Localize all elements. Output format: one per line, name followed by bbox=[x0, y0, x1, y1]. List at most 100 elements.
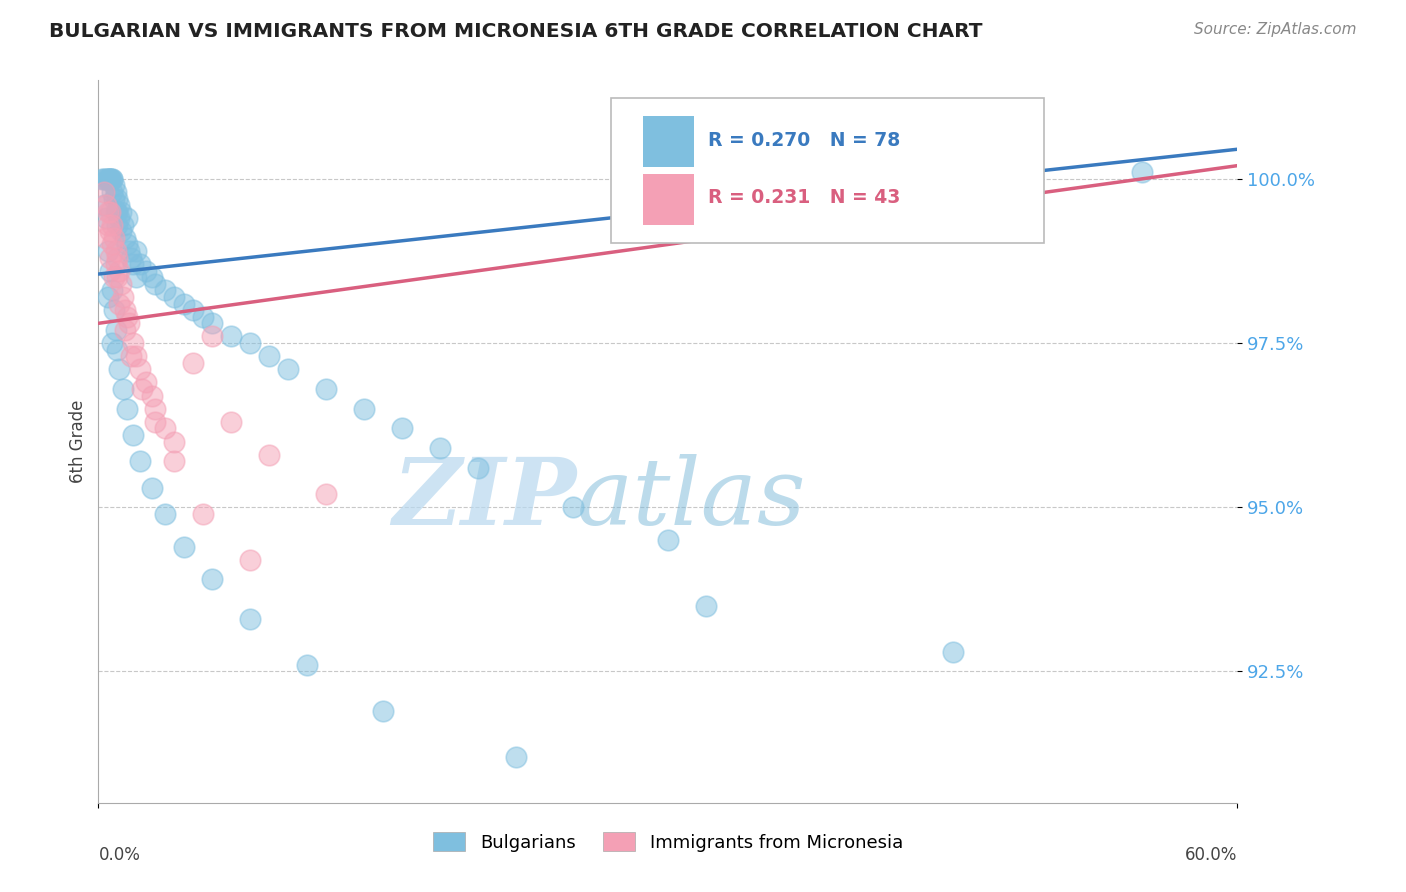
Point bbox=[107, 270, 129, 285]
Point bbox=[221, 415, 243, 429]
Point bbox=[107, 192, 129, 206]
Point bbox=[153, 284, 176, 298]
Point bbox=[114, 231, 136, 245]
Point bbox=[371, 704, 394, 718]
Point bbox=[104, 185, 127, 199]
Point bbox=[97, 218, 120, 232]
Point bbox=[100, 237, 122, 252]
Point bbox=[94, 231, 117, 245]
Point bbox=[108, 211, 131, 226]
Point bbox=[103, 178, 125, 193]
Point bbox=[121, 257, 143, 271]
Point bbox=[100, 171, 122, 186]
Point bbox=[277, 362, 299, 376]
Point bbox=[112, 382, 135, 396]
Point bbox=[145, 277, 167, 291]
Point bbox=[114, 303, 136, 318]
Point bbox=[98, 264, 121, 278]
Point bbox=[125, 270, 148, 285]
Point bbox=[153, 421, 176, 435]
Point bbox=[107, 204, 129, 219]
Point bbox=[104, 257, 127, 271]
Point bbox=[391, 421, 413, 435]
Point bbox=[118, 244, 141, 258]
Point bbox=[94, 198, 117, 212]
Legend: Bulgarians, Immigrants from Micronesia: Bulgarians, Immigrants from Micronesia bbox=[426, 825, 910, 859]
Point bbox=[129, 257, 152, 271]
Point bbox=[141, 388, 163, 402]
Point bbox=[94, 211, 117, 226]
Point bbox=[259, 448, 281, 462]
Point bbox=[562, 500, 585, 515]
Point bbox=[221, 329, 243, 343]
Point bbox=[183, 303, 205, 318]
Point bbox=[121, 336, 143, 351]
Point bbox=[163, 434, 186, 449]
Point bbox=[183, 356, 205, 370]
Point bbox=[201, 329, 224, 343]
Text: 60.0%: 60.0% bbox=[1185, 847, 1237, 864]
Point bbox=[201, 316, 224, 330]
Point bbox=[103, 192, 125, 206]
Point bbox=[120, 349, 142, 363]
Point bbox=[239, 553, 262, 567]
Point bbox=[115, 401, 138, 416]
Point bbox=[97, 171, 120, 186]
Point bbox=[108, 264, 131, 278]
Point bbox=[163, 454, 186, 468]
Point bbox=[110, 277, 132, 291]
Point bbox=[315, 382, 337, 396]
Text: BULGARIAN VS IMMIGRANTS FROM MICRONESIA 6TH GRADE CORRELATION CHART: BULGARIAN VS IMMIGRANTS FROM MICRONESIA … bbox=[49, 22, 983, 41]
Point bbox=[100, 218, 122, 232]
Point bbox=[110, 204, 132, 219]
Point bbox=[98, 224, 121, 238]
Point bbox=[315, 487, 337, 501]
Point bbox=[100, 171, 122, 186]
Point bbox=[191, 507, 214, 521]
Point bbox=[93, 198, 115, 212]
Point bbox=[125, 349, 148, 363]
Point bbox=[97, 290, 120, 304]
Point bbox=[97, 244, 120, 258]
Point bbox=[100, 336, 122, 351]
FancyBboxPatch shape bbox=[612, 98, 1043, 243]
Point bbox=[259, 349, 281, 363]
Point bbox=[104, 323, 127, 337]
Point bbox=[153, 507, 176, 521]
Text: ZIP: ZIP bbox=[392, 454, 576, 544]
Point bbox=[353, 401, 375, 416]
Point bbox=[191, 310, 214, 324]
Point bbox=[942, 645, 965, 659]
Point bbox=[107, 218, 129, 232]
Point bbox=[112, 218, 135, 232]
Point bbox=[695, 599, 717, 613]
Point bbox=[108, 198, 131, 212]
Point bbox=[505, 749, 527, 764]
Y-axis label: 6th Grade: 6th Grade bbox=[69, 400, 87, 483]
Point bbox=[297, 657, 319, 672]
Point bbox=[131, 382, 153, 396]
Point bbox=[93, 185, 115, 199]
Point bbox=[107, 251, 129, 265]
Point bbox=[129, 362, 152, 376]
Point bbox=[135, 264, 157, 278]
Point bbox=[108, 296, 131, 310]
Text: R = 0.270   N = 78: R = 0.270 N = 78 bbox=[707, 131, 900, 150]
Point bbox=[98, 171, 121, 186]
Point bbox=[201, 573, 224, 587]
Point bbox=[97, 171, 120, 186]
Point bbox=[129, 454, 152, 468]
Point bbox=[94, 171, 117, 186]
Point bbox=[98, 204, 121, 219]
Point bbox=[115, 211, 138, 226]
FancyBboxPatch shape bbox=[643, 117, 695, 167]
Point bbox=[112, 290, 135, 304]
Point bbox=[104, 244, 127, 258]
Point bbox=[141, 481, 163, 495]
Point bbox=[145, 401, 167, 416]
Text: R = 0.231   N = 43: R = 0.231 N = 43 bbox=[707, 188, 900, 207]
Point bbox=[239, 612, 262, 626]
Point bbox=[110, 224, 132, 238]
Point bbox=[141, 270, 163, 285]
Point bbox=[98, 171, 121, 186]
